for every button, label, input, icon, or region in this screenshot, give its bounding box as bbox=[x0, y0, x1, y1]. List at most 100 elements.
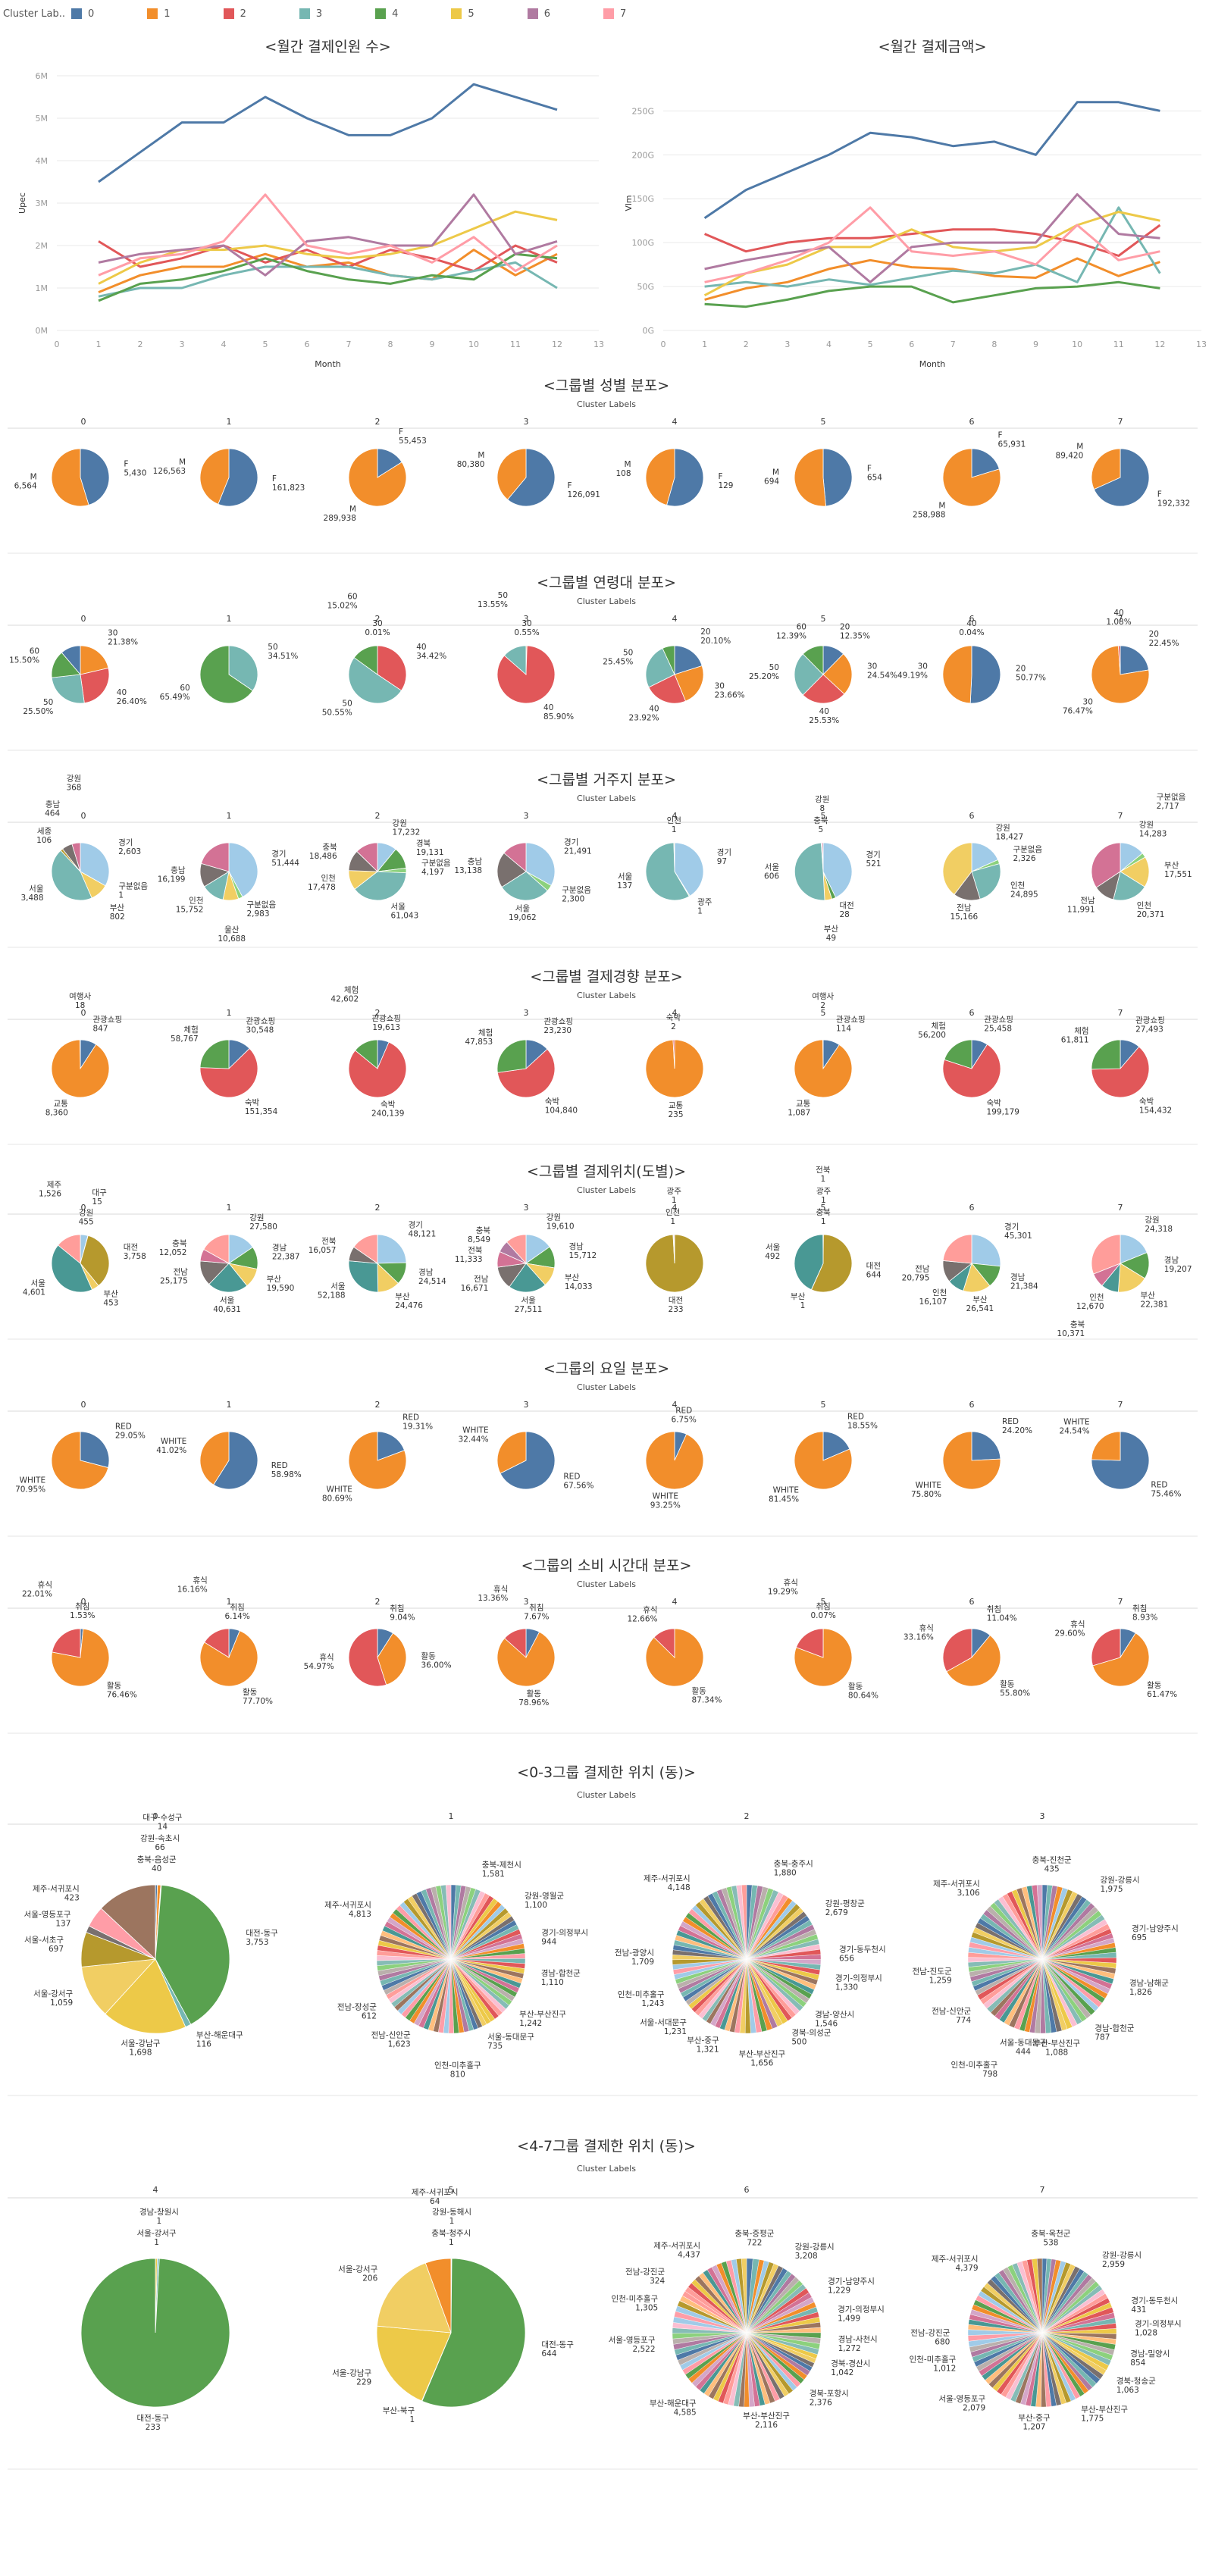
pie-label-line: 취침 bbox=[529, 1604, 543, 1613]
legend-label: 0 bbox=[88, 8, 95, 20]
pie-label-line: 27,511 bbox=[515, 1305, 543, 1314]
pie-label-line: 47,853 bbox=[465, 1038, 493, 1047]
pie-label-line: 30,548 bbox=[246, 1026, 274, 1035]
pie-data-label: 경기-동두천시 656 bbox=[839, 1945, 886, 1964]
x-tick-label: 1 bbox=[96, 340, 102, 349]
pie-label-line: 6.14% bbox=[224, 1612, 249, 1621]
pie-data-label: 경남-밀양시 854 bbox=[1130, 2349, 1170, 2368]
pie-label-line: 1,321 bbox=[697, 2045, 719, 2054]
pie-label-line: 19,062 bbox=[509, 913, 537, 922]
pie-slice bbox=[802, 674, 845, 704]
pie-data-label: RED 29.05% bbox=[115, 1423, 146, 1441]
pie-data-label: 제주-서귀포시 3,106 bbox=[933, 1880, 980, 1898]
pie-slice bbox=[496, 448, 527, 500]
pie-label-line: 15,752 bbox=[176, 905, 204, 914]
pie-data-label: 휴식 16.16% bbox=[177, 1576, 208, 1594]
pie-label-line: 충북 bbox=[172, 1239, 187, 1248]
pie-slice bbox=[645, 647, 675, 688]
pie-slice bbox=[794, 1431, 853, 1490]
pie-data-label: 충북-옥천군 538 bbox=[1031, 2230, 1070, 2248]
cluster-header: 7 bbox=[1118, 811, 1123, 821]
pie-label-line: 40 bbox=[543, 703, 553, 712]
pie-label-line: 1.08% bbox=[1106, 618, 1131, 627]
pie-label-line: 부산 bbox=[565, 1273, 580, 1282]
pie-slice bbox=[496, 1039, 527, 1073]
x-tick-label: 3 bbox=[180, 340, 185, 349]
pie-label-line: 1,499 bbox=[838, 2315, 860, 2324]
pie-label-line: 인천 bbox=[932, 1288, 947, 1297]
pie-data-label: 50 50.55% bbox=[322, 700, 352, 718]
pie-data-label: 전남 15,166 bbox=[950, 903, 978, 922]
cluster-header: 6 bbox=[969, 614, 975, 624]
pie-label-line: 492 bbox=[765, 1252, 780, 1261]
pie-label-line: 서울 bbox=[766, 1243, 781, 1252]
pie-label-line: 24,318 bbox=[1145, 1225, 1173, 1234]
pie-group-6: 6 20 50.77% 30 49.19% 40 0.04% bbox=[897, 614, 1046, 704]
line-chart-title: <월간 결제인원 수> bbox=[265, 39, 390, 55]
pie-label-line: M bbox=[772, 468, 779, 477]
y-tick-label: 4M bbox=[36, 156, 49, 166]
pie-data-label: 인천 17,478 bbox=[308, 874, 336, 892]
pie-label-line: 60 bbox=[180, 684, 189, 693]
pie-label-line: 경기-남양주시 bbox=[828, 2277, 875, 2286]
pie-label-line: 부산 bbox=[110, 903, 125, 912]
pie-slice bbox=[971, 842, 999, 872]
pie-label-line: 부산 bbox=[1164, 861, 1179, 870]
pie-label-line: 부산-북구 bbox=[383, 2406, 415, 2415]
pie-group-3: 330 0.55% 40 85.90% 50 13.55% bbox=[478, 591, 574, 721]
pie-label-line: 19,207 bbox=[1164, 1265, 1192, 1274]
pie-data-label: 30 0.01% bbox=[365, 619, 390, 637]
pie-label-line: 802 bbox=[110, 912, 125, 922]
pie-label-line: 관광쇼핑 bbox=[1135, 1016, 1165, 1025]
pie-label-line: 67.56% bbox=[563, 1481, 593, 1490]
pie-group-5: 5 20 12.35% 30 24.54% 40 25.53% 50 25.20% 60 12.39… bbox=[749, 614, 897, 725]
pie-label-line: 17,551 bbox=[1164, 870, 1192, 879]
pie-label-line: 서울 bbox=[31, 1279, 46, 1288]
pie-row-title: <그룹별 성별 분포> bbox=[543, 377, 669, 394]
pie-slice bbox=[348, 1041, 407, 1098]
pie-label-line: 1 bbox=[118, 891, 124, 900]
pie-data-label: 관광쇼핑 27,493 bbox=[1135, 1016, 1165, 1034]
pie-label-line: 40,631 bbox=[213, 1305, 241, 1314]
pie-data-label: 제주 1,526 bbox=[39, 1181, 61, 1199]
pie-label-line: 8.93% bbox=[1132, 1613, 1157, 1622]
pie-label-line: 부산-부산진구 bbox=[1081, 2405, 1128, 2415]
pie-label-line: 충남 bbox=[468, 857, 483, 866]
pie-label-line: 2,522 bbox=[632, 2345, 655, 2354]
pie-label-line: 80.69% bbox=[322, 1495, 352, 1504]
pie-label-line: 5 bbox=[819, 825, 824, 834]
pie-label-line: 3,758 bbox=[124, 1252, 146, 1261]
pie-label-line: 2 bbox=[820, 1001, 825, 1010]
pie-label-line: WHITE bbox=[916, 1481, 941, 1490]
pie-data-label: M 126,563 bbox=[153, 458, 186, 476]
pie-data-label: WHITE 32.44% bbox=[459, 1426, 489, 1445]
pie-label-line: 36.00% bbox=[421, 1660, 452, 1670]
pie-slice bbox=[971, 863, 1001, 900]
pie-label-line: 65,931 bbox=[998, 440, 1026, 449]
pie-data-label: 경기-남양주시 1,229 bbox=[828, 2277, 875, 2296]
pie-label-line: 1,110 bbox=[541, 1978, 564, 1987]
pie-label-line: 656 bbox=[839, 1955, 854, 1964]
pie-group-6: 6 RED 24.20% WHITE 75.80% bbox=[911, 1400, 1032, 1499]
pie-slice bbox=[203, 1234, 230, 1264]
pie-group-3: 3 경기 21,491 구분없음 2,300 서울 19,062 충남 13,138 bbox=[454, 811, 591, 922]
cluster-header: 1 bbox=[227, 1008, 232, 1018]
pie-data-label: 부산 19,590 bbox=[267, 1275, 295, 1293]
y-tick-label: 6M bbox=[36, 71, 49, 81]
pie-group-4: 4 20 20.10% 30 23.66% 40 23.92% 50 25.45% bbox=[603, 614, 744, 722]
pie-data-label: 경기-동두천시 431 bbox=[1131, 2296, 1178, 2315]
pie-data-label: 휴식 12.66% bbox=[627, 1606, 657, 1624]
pie-data-label: WHITE 80.69% bbox=[322, 1485, 352, 1504]
cluster-header: 1 bbox=[227, 417, 232, 427]
pie-label-line: 77.70% bbox=[243, 1697, 273, 1706]
legend-label: 2 bbox=[240, 8, 246, 20]
pie-group-5: 5 RED 18.55% WHITE 81.45% bbox=[769, 1400, 878, 1504]
pie-label-line: 12.35% bbox=[840, 631, 870, 640]
pie-slice bbox=[348, 1628, 387, 1687]
pie-label-line: 235 bbox=[669, 1110, 684, 1119]
pie-label-line: 58,767 bbox=[171, 1034, 199, 1044]
